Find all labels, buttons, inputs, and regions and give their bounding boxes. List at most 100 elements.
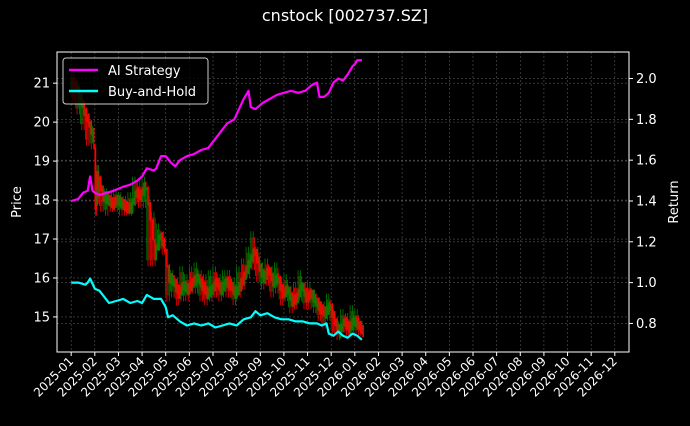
candle-body — [168, 264, 171, 283]
candle-body — [339, 324, 342, 339]
candle-body — [324, 306, 327, 318]
candle-body — [248, 259, 251, 268]
candle-body — [172, 276, 174, 286]
x-axis: 2025-012025-022025-032025-042025-052025-… — [31, 352, 620, 400]
candle-body — [190, 279, 193, 292]
candle-body — [128, 202, 130, 213]
candle-body — [333, 311, 336, 326]
candle-body — [148, 203, 150, 206]
candle-body — [202, 283, 205, 292]
candle-body — [274, 275, 277, 285]
candle-body — [241, 277, 244, 285]
y-tick-label: 19 — [33, 155, 50, 170]
candle-body — [326, 305, 329, 314]
candle-body — [103, 192, 106, 202]
candle-body — [105, 194, 108, 204]
candle-body — [359, 320, 362, 334]
candle-body — [302, 284, 304, 292]
candle-body — [253, 247, 256, 256]
candle-body — [129, 203, 132, 214]
legend: AI Strategy Buy-and-Hold — [62, 57, 209, 105]
candle-body — [88, 113, 90, 127]
y-tick-label: 15 — [33, 310, 50, 325]
price-candles — [70, 71, 364, 341]
candle-body — [203, 281, 206, 295]
candle-body — [92, 127, 95, 143]
candle-body — [146, 187, 148, 191]
y2-tick-label: 1.0 — [636, 276, 657, 291]
candle-body — [196, 273, 199, 283]
candle-body — [82, 101, 84, 109]
candle-body — [335, 319, 337, 327]
candle-body — [231, 283, 233, 292]
candle-body — [270, 267, 272, 281]
candle-body — [124, 202, 127, 212]
candle-body — [130, 202, 133, 213]
candle-body — [224, 279, 226, 292]
candle-body — [305, 288, 308, 303]
candle-body — [170, 273, 173, 285]
candle-body — [166, 248, 168, 268]
candle-body — [156, 243, 159, 250]
candle-body — [157, 235, 160, 251]
candle-body — [235, 286, 238, 300]
candle-body — [200, 279, 202, 288]
candle-body — [136, 188, 139, 199]
candle-body — [283, 287, 285, 300]
candle-body — [186, 284, 188, 294]
candle-body — [342, 319, 344, 333]
candle-body — [208, 286, 211, 297]
candle-body — [331, 303, 334, 318]
candle-body — [195, 274, 198, 286]
candle-body — [260, 263, 263, 277]
candle-body — [83, 100, 85, 116]
candle-body — [134, 191, 136, 206]
candle-body — [95, 174, 97, 180]
y-tick-label: 21 — [33, 77, 50, 92]
candle-body — [284, 286, 286, 297]
candle-body — [344, 318, 347, 327]
candle-body — [291, 292, 293, 307]
candle-body — [218, 277, 220, 291]
candle-body — [91, 129, 94, 136]
candle-body — [161, 232, 163, 246]
y2-axis-label: Return — [667, 180, 682, 223]
candle-body — [297, 289, 299, 304]
candle-body — [251, 253, 253, 262]
candle-body — [173, 275, 175, 287]
candle-body — [220, 281, 223, 295]
candle-body — [108, 196, 110, 206]
candle-body — [307, 290, 310, 301]
candle-body — [351, 318, 354, 331]
candle-body — [114, 197, 116, 207]
candle-body — [265, 270, 267, 279]
candle-body — [144, 181, 147, 190]
candle-body — [163, 238, 166, 252]
candle-body — [315, 293, 317, 307]
buy-and-hold-line — [71, 277, 363, 341]
candle-body — [225, 277, 227, 287]
candle-body — [221, 283, 224, 296]
candle-body — [226, 278, 228, 288]
candle-body — [294, 293, 297, 306]
candle-body — [115, 196, 117, 208]
y2-tick-label: 1.2 — [636, 235, 657, 250]
candle-body — [112, 198, 115, 210]
candle-body — [90, 120, 93, 135]
candle-body — [292, 295, 295, 308]
candle-body — [175, 278, 178, 293]
candle-body — [286, 284, 289, 295]
candle-body — [238, 283, 240, 296]
candle-body — [122, 200, 124, 210]
candle-body — [319, 301, 322, 314]
candle-body — [318, 302, 321, 312]
candle-body — [121, 197, 123, 209]
legend-label-buy-and-hold: Buy-and-Hold — [108, 85, 196, 100]
candle-body — [138, 190, 141, 201]
candle-body — [298, 288, 301, 297]
candle-body — [185, 280, 187, 293]
candle-body — [151, 219, 154, 240]
candle-body — [245, 266, 247, 280]
candle-body — [304, 289, 306, 298]
